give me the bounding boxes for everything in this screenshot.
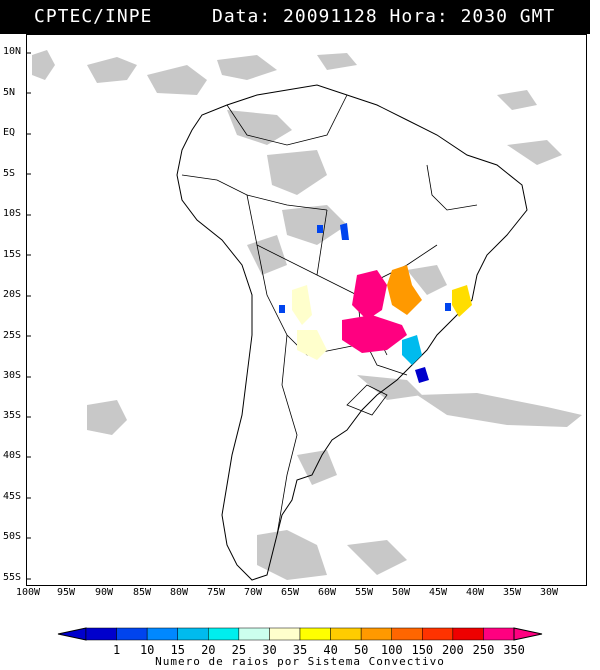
continent-outline [176,84,528,581]
lat-label-10n: 10N [3,46,22,57]
lat-label-45s: 45S [3,491,22,502]
date-time-label: Data: 20091128 Hora: 2030 GMT [212,6,556,27]
legend-swatch [360,627,392,641]
legend-color-bar [57,627,543,641]
legend-value-label: 35 [292,643,308,657]
lon-label-95w: 95W [57,587,76,598]
lon-label-40w: 40W [466,587,485,598]
legend-value-label: 25 [231,643,247,657]
legend-swatch [483,627,515,641]
legend-value-label: 350 [503,643,525,657]
legend-value-label: 50 [353,643,369,657]
lon-label-75w: 75W [207,587,226,598]
legend-arrow-right [513,627,543,641]
lon-label-50w: 50W [392,587,411,598]
legend-swatch [238,627,270,641]
legend-value-label: 100 [380,643,403,657]
lat-ticks [27,52,31,580]
lon-label-85w: 85W [133,587,152,598]
lon-label-80w: 80W [170,587,189,598]
lon-label-65w: 65W [281,587,300,598]
lon-label-55w: 55W [355,587,374,598]
legend-value-label: 1 [112,643,121,657]
lat-label-55s: 55S [3,572,22,583]
lat-label-15s: 15S [3,249,22,260]
legend-value-label: 10 [139,643,155,657]
lat-label-50s: 50S [3,531,22,542]
agency-label: CPTEC/INPE [34,6,153,27]
lat-label-35s: 35S [3,410,22,421]
legend-caption: Numero de raios por Sistema Convectivo [155,655,445,668]
legend-value-label: 40 [323,643,338,657]
legend-swatch [422,627,454,641]
legend-swatch [391,627,423,641]
lat-label-25s: 25S [3,330,22,341]
legend-swatch [208,627,240,641]
map-frame [26,34,587,586]
legend-value-label: 250 [472,643,495,657]
lon-label-35w: 35W [503,587,522,598]
lat-label-10s: 10S [3,208,22,219]
legend-swatch [330,627,362,641]
lon-label-100w: 100W [16,587,41,598]
legend-value-label: 150 [411,643,434,657]
lat-label-5n: 5N [3,87,16,98]
legend-swatch [146,627,178,641]
lat-label-40s: 40S [3,450,22,461]
map-canvas [27,50,582,581]
lon-label-60w: 60W [318,587,337,598]
lat-label-20s: 20S [3,289,22,300]
lat-label-30s: 30S [3,370,22,381]
lon-label-70w: 70W [244,587,263,598]
lat-label-5s: 5S [3,168,16,179]
legend-swatch [177,627,209,641]
legend-value-label: 200 [442,643,464,657]
lon-label-45w: 45W [429,587,448,598]
lon-label-90w: 90W [95,587,114,598]
lat-label-eq: EQ [3,127,16,138]
legend-value-label: 15 [170,643,185,657]
legend-swatch [269,627,301,641]
title-bar: CPTEC/INPE Data: 20091128 Hora: 2030 GMT [0,0,590,34]
legend-value-label: 20 [201,643,216,657]
legend-swatch [299,627,331,641]
legend-swatch [452,627,484,641]
lon-label-30w: 30W [540,587,559,598]
legend-arrow-left [57,627,87,641]
legend-value-label: 30 [262,643,277,657]
convective-systems [279,223,472,383]
legend-swatch [85,627,117,641]
legend-swatch [116,627,148,641]
